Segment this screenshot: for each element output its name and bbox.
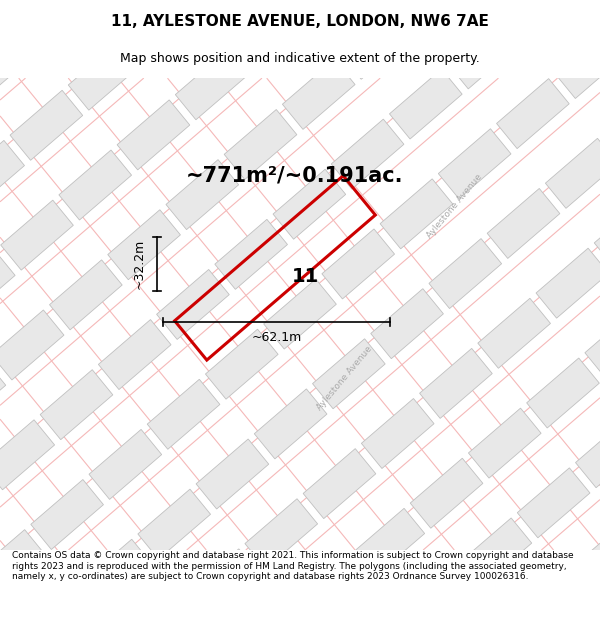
Polygon shape (294, 559, 367, 625)
Polygon shape (313, 339, 385, 409)
Polygon shape (487, 189, 560, 259)
Polygon shape (108, 210, 181, 280)
Polygon shape (429, 239, 502, 309)
Text: Aylestone Avenue: Aylestone Avenue (425, 173, 484, 240)
Polygon shape (157, 269, 229, 339)
Polygon shape (303, 449, 376, 519)
Text: ~62.1m: ~62.1m (251, 331, 302, 344)
Polygon shape (138, 489, 211, 559)
Polygon shape (31, 479, 103, 549)
Polygon shape (517, 468, 590, 538)
Polygon shape (1, 200, 73, 270)
Polygon shape (254, 389, 327, 459)
Polygon shape (0, 360, 6, 430)
Polygon shape (50, 260, 122, 330)
Polygon shape (341, 9, 413, 79)
Polygon shape (245, 499, 317, 569)
Polygon shape (187, 549, 259, 619)
Polygon shape (147, 379, 220, 449)
Polygon shape (0, 529, 45, 599)
Polygon shape (469, 408, 541, 478)
Polygon shape (371, 289, 443, 359)
Polygon shape (40, 369, 113, 439)
Polygon shape (224, 109, 297, 179)
Polygon shape (594, 198, 600, 268)
Polygon shape (555, 29, 600, 99)
Polygon shape (478, 298, 550, 368)
Polygon shape (0, 141, 25, 211)
Text: Aylestone Avenue: Aylestone Avenue (316, 344, 374, 411)
Polygon shape (331, 119, 404, 189)
Polygon shape (380, 179, 453, 249)
Polygon shape (527, 358, 599, 428)
Polygon shape (80, 539, 152, 609)
Polygon shape (205, 329, 278, 399)
Polygon shape (497, 79, 569, 149)
Polygon shape (448, 19, 520, 89)
Polygon shape (166, 159, 239, 229)
Polygon shape (0, 310, 64, 380)
Text: 11, AYLESTONE AVENUE, LONDON, NW6 7AE: 11, AYLESTONE AVENUE, LONDON, NW6 7AE (111, 14, 489, 29)
Polygon shape (0, 420, 55, 490)
Polygon shape (322, 229, 395, 299)
Polygon shape (585, 308, 600, 378)
Polygon shape (575, 418, 600, 488)
Polygon shape (439, 129, 511, 199)
Polygon shape (361, 399, 434, 469)
Polygon shape (566, 528, 600, 598)
Polygon shape (389, 69, 462, 139)
Polygon shape (263, 279, 337, 349)
Polygon shape (283, 59, 355, 129)
Polygon shape (0, 31, 34, 101)
Text: Map shows position and indicative extent of the property.: Map shows position and indicative extent… (120, 52, 480, 65)
Polygon shape (410, 458, 483, 528)
Text: Contains OS data © Crown copyright and database right 2021. This information is : Contains OS data © Crown copyright and d… (12, 551, 574, 581)
Polygon shape (89, 429, 161, 499)
Polygon shape (215, 219, 287, 289)
Polygon shape (419, 348, 492, 418)
Polygon shape (196, 439, 269, 509)
Text: 11: 11 (292, 267, 319, 286)
Polygon shape (352, 508, 425, 578)
Polygon shape (175, 50, 248, 120)
Polygon shape (545, 138, 600, 208)
Polygon shape (0, 250, 15, 320)
Polygon shape (117, 100, 190, 170)
Text: ~32.2m: ~32.2m (133, 239, 146, 289)
Polygon shape (68, 40, 141, 110)
Polygon shape (233, 0, 306, 69)
Polygon shape (459, 518, 532, 588)
Polygon shape (273, 169, 346, 239)
Polygon shape (10, 90, 83, 160)
Polygon shape (536, 248, 600, 318)
Text: ~771m²/~0.191ac.: ~771m²/~0.191ac. (186, 166, 404, 186)
Polygon shape (59, 150, 131, 220)
Polygon shape (98, 319, 171, 389)
